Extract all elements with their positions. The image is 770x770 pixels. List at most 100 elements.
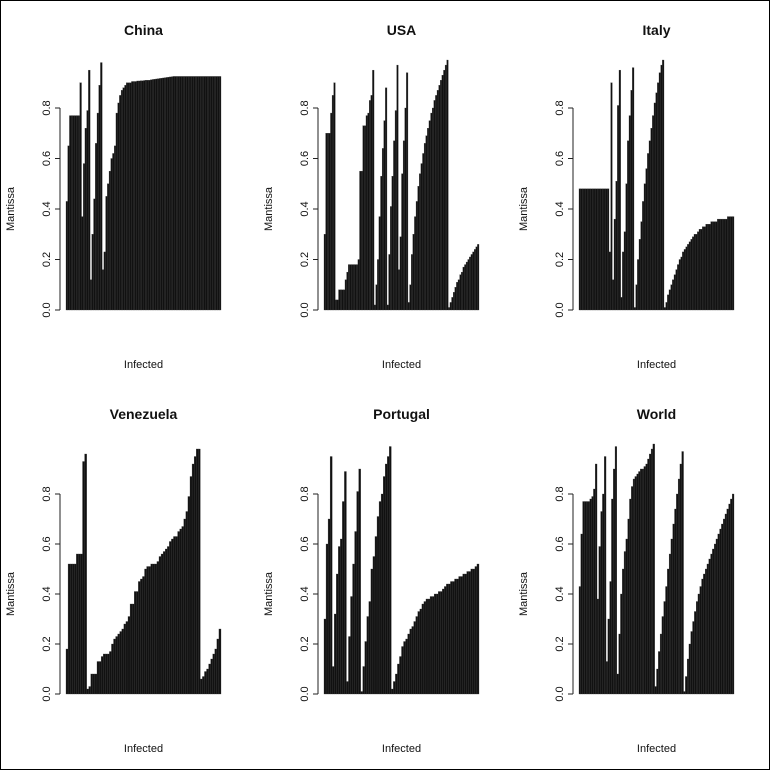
bar — [461, 271, 464, 311]
bar — [142, 576, 145, 695]
bar — [468, 571, 471, 695]
panel-portugal: 0.0 0.2 0.4 0.6 0.8 Portugal Infected Mantissa — [263, 406, 480, 755]
bar — [218, 628, 222, 695]
bar — [74, 115, 77, 311]
bar — [335, 299, 338, 311]
bar — [150, 79, 153, 311]
bar — [614, 446, 617, 695]
bar — [380, 493, 384, 695]
bar — [98, 661, 102, 695]
x-axis-label: Infected — [637, 359, 676, 371]
bar — [115, 112, 118, 311]
bar — [370, 568, 374, 695]
bar — [121, 628, 125, 695]
bar — [633, 307, 636, 311]
bar — [110, 158, 113, 311]
bar — [600, 188, 603, 311]
bar — [422, 153, 425, 311]
bar — [611, 498, 614, 695]
bar — [386, 304, 389, 311]
bar — [329, 456, 333, 695]
bar — [339, 289, 342, 311]
bar — [627, 140, 630, 311]
y-tick-label: 0.6 — [299, 536, 311, 551]
chart-title: Venezuela — [110, 406, 178, 422]
bar — [587, 501, 590, 695]
bar — [207, 76, 210, 311]
bar — [472, 568, 476, 695]
bar — [155, 78, 158, 311]
bar — [708, 223, 711, 311]
bar — [454, 578, 457, 695]
bar — [406, 72, 409, 311]
bar — [117, 633, 120, 695]
bar — [409, 628, 412, 695]
bar — [94, 673, 98, 695]
bar — [593, 188, 596, 311]
bar — [419, 608, 423, 695]
bar — [428, 120, 431, 311]
bar — [181, 76, 184, 311]
bar — [399, 236, 402, 311]
bar — [647, 458, 650, 695]
bar — [83, 163, 86, 311]
bar — [113, 638, 116, 695]
bar — [217, 76, 220, 311]
bar — [673, 274, 676, 311]
bar — [643, 466, 646, 695]
bar — [663, 307, 666, 311]
bar — [604, 456, 607, 695]
bar — [360, 170, 363, 311]
bar — [440, 80, 443, 311]
bar — [341, 289, 344, 311]
bar — [595, 463, 598, 695]
bar — [331, 95, 334, 311]
bar — [634, 476, 637, 695]
bar — [678, 259, 681, 311]
bar — [645, 463, 648, 695]
bar — [717, 533, 720, 695]
bar — [200, 678, 203, 695]
bar — [95, 143, 98, 311]
bar — [204, 671, 207, 695]
bar — [382, 476, 386, 695]
bar — [69, 563, 73, 695]
bar — [470, 568, 474, 695]
bar — [162, 551, 166, 695]
bar — [414, 216, 417, 311]
bar — [436, 90, 439, 311]
y-tick-label: 0.4 — [41, 201, 53, 216]
bar — [385, 87, 388, 311]
bar — [623, 231, 626, 311]
bar — [323, 234, 326, 311]
y-tick-label: 0.0 — [299, 686, 311, 701]
y-axis-label: Mantissa — [518, 186, 530, 231]
bar — [730, 498, 733, 695]
bar — [701, 578, 704, 695]
bar — [352, 563, 355, 695]
bar — [393, 140, 396, 311]
bar — [158, 556, 162, 695]
bar — [173, 536, 176, 695]
y-tick-label: 0.8 — [554, 100, 566, 115]
bar — [582, 188, 585, 311]
bar — [183, 518, 187, 695]
bar — [358, 468, 361, 695]
bar — [405, 638, 408, 695]
y-tick-label: 0.4 — [41, 586, 53, 601]
bar — [390, 206, 392, 311]
bar — [597, 188, 600, 311]
bar — [378, 501, 382, 695]
bar — [156, 561, 160, 695]
bar — [138, 581, 141, 695]
y-tick-label: 0.8 — [41, 100, 53, 115]
bar — [685, 676, 688, 695]
bar — [169, 541, 172, 695]
bar — [667, 294, 670, 311]
bar — [153, 79, 156, 311]
bar — [214, 648, 218, 695]
bar — [636, 473, 639, 695]
bar — [726, 508, 729, 695]
bar — [620, 593, 623, 695]
bar — [151, 79, 154, 311]
